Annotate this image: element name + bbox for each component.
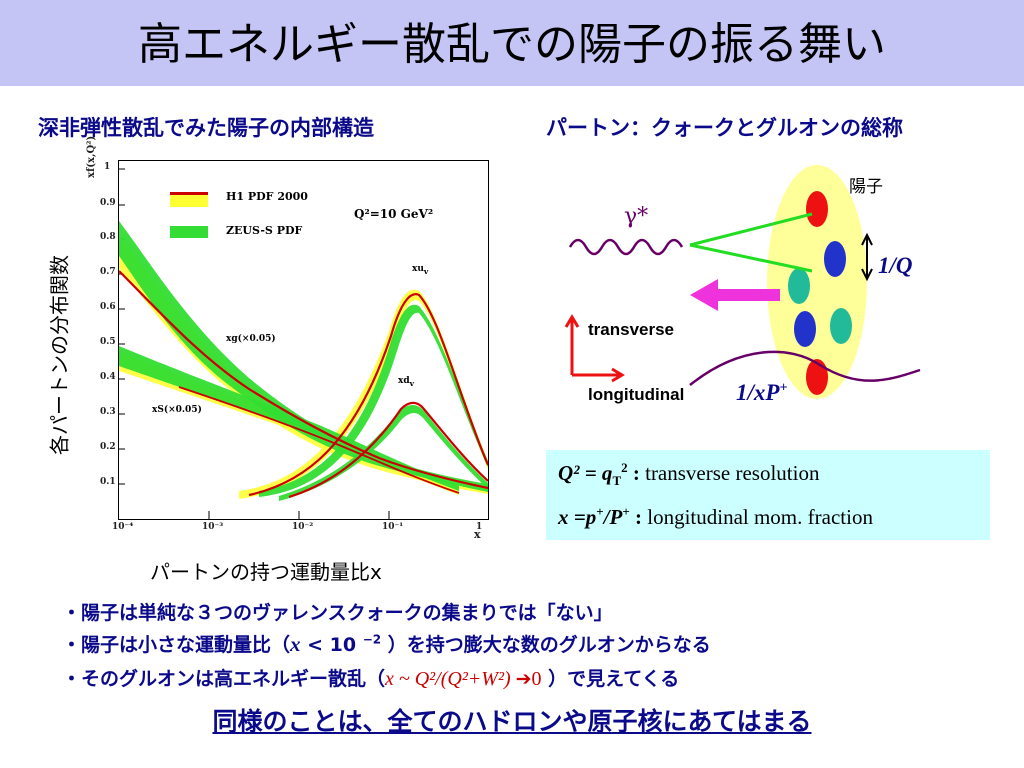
formula2-sep: : [629, 505, 648, 529]
parton-teal [830, 308, 852, 344]
parton-red-bottom [806, 359, 828, 395]
h1-central-sea [178, 386, 460, 494]
x-tick-label: 10⁻⁴ [112, 522, 134, 532]
curve-label-xdv: xdv [398, 376, 414, 388]
formula-line-2: x =p+/P+ : longitudinal mom. fraction [558, 504, 873, 530]
bullet-1: ・陽子は単純な３つのヴァレンスクォークの集まりでは「ない」 [62, 602, 613, 624]
y-tick-label: 0.4 [100, 372, 116, 382]
formula2-rhs: longitudinal mom. fraction [647, 505, 873, 529]
formula-line-1: Q² = qT2 : transverse resolution [558, 460, 819, 489]
plot-xlabel-small: x [474, 528, 481, 541]
axes-arrows [564, 314, 625, 383]
curve-label-xdv-sub: v [409, 378, 415, 388]
bottom-wave [689, 350, 921, 386]
legend-swatch-h1 [170, 192, 208, 207]
proton-diagram [564, 165, 921, 399]
formula1-rhs: transverse resolution [645, 461, 820, 485]
x-tick-label: 10⁻² [292, 522, 314, 532]
h1-central-gluon [118, 270, 489, 490]
bullet-2: ・陽子は小さな運動量比（x < 10 −2 ）を持つ膨大な数のグルオンからなる [62, 630, 711, 657]
bullet3-text-a: ・そのグルオンは高エネルギー散乱（ [62, 668, 386, 690]
bullet2-sup: −2 [362, 632, 382, 647]
photon-wave [568, 238, 684, 256]
scale-label: 1/Q [878, 253, 913, 278]
zeus-band-sea [119, 346, 459, 491]
y-tick-label: 1 [104, 162, 111, 172]
bullet3-text-b: ）で見えてくる [541, 668, 680, 690]
formula2-sup2: + [622, 504, 630, 519]
formula1-sup: 2 [621, 460, 628, 475]
bullet3-expr: x ~ Q²/(Q²+W²) [385, 668, 516, 690]
curve-label-xdv-text: xd [398, 376, 410, 386]
right-heading: パートン：クォークとグルオンの総称 [546, 116, 903, 140]
curve-label-xuv-sub: v [423, 266, 429, 276]
bullet3-zero: 0 [531, 668, 542, 690]
pdf-plot [118, 160, 490, 520]
green-line [689, 243, 813, 273]
y-tick-label: 0.2 [100, 442, 116, 452]
bullet2-text-a: ・陽子は小さな運動量比（ [62, 634, 291, 656]
xp-label-sup: + [779, 380, 788, 396]
photon-label: γ* [624, 204, 649, 229]
legend-h1: H1 PDF 2000 [226, 190, 308, 203]
longitudinal-label: longitudinal [588, 385, 685, 404]
conclusion: 同様のことは、全てのハドロンや原子核にあてはまる [212, 707, 812, 736]
scale-arrow [861, 232, 873, 282]
green-line [689, 212, 813, 247]
title-bar [0, 0, 1024, 86]
h1-central-dv [288, 401, 489, 499]
parton-blue [824, 241, 846, 277]
left-heading: 深非弾性散乱でみた陽子の内部構造 [38, 116, 374, 140]
h1-band-uv [239, 289, 488, 499]
curve-label-xg: xg(×0.05) [226, 334, 276, 344]
curve-label-xuv-text: xu [412, 264, 424, 274]
x-tick-label: 10⁻¹ [382, 522, 404, 532]
q2-label: Q²=10 GeV² [354, 207, 434, 221]
bullet2-x: x [290, 632, 301, 656]
parton-teal [788, 268, 810, 304]
formula2-mid: /P [603, 505, 623, 529]
curve-label-xs: xS(×0.05) [152, 405, 202, 415]
y-tick-label: 0.6 [100, 302, 116, 312]
formula2-sup1: + [596, 504, 604, 519]
transverse-label: transverse [588, 320, 675, 339]
formula1-lhs: Q² = q [558, 461, 613, 485]
legend-zeus: ZEUS-S PDF [226, 224, 303, 237]
x-tick-label: 1 [476, 522, 483, 532]
formula2-lhs: x =p [558, 505, 597, 529]
formula-box: Q² = qT2 : transverse resolution x =p+/P… [546, 450, 990, 540]
bullet2-text-b: < 10 [300, 634, 363, 656]
pdf-plot-svg [118, 168, 490, 519]
y-tick-label: 0.9 [100, 198, 116, 208]
xp-label-text: 1/xP [736, 380, 780, 405]
y-tick-label: 0.5 [100, 337, 116, 347]
bullet2-text-c: ）を持つ膨大な数のグルオンからなる [381, 634, 711, 656]
h1-central-uv [248, 293, 490, 497]
formula1-sub: T [612, 473, 622, 489]
formula1-sep: : [627, 461, 646, 485]
h1-band-gluon [119, 236, 488, 494]
curve-label-xuv: xuv [412, 264, 428, 276]
outgoing-arrow [690, 279, 780, 311]
y-tick-label: 0.3 [100, 407, 116, 417]
plot-ylabel-small: xf(x,Q²) [86, 135, 97, 178]
plot-y-axis-title: 各パートンの分布関数 [47, 255, 72, 455]
zeus-band-gluon [119, 221, 488, 492]
y-tick-label: 0.8 [100, 232, 116, 242]
parton-red-top [806, 191, 828, 227]
plot-x-axis-caption: パートンの持つ運動量比x [150, 560, 382, 584]
x-tick-label: 10⁻³ [202, 522, 224, 532]
bullet-3: ・そのグルオンは高エネルギー散乱（x ~ Q²/(Q²+W²) ➔0 ）で見えて… [62, 664, 679, 691]
parton-blue [794, 311, 816, 347]
xp-label: 1/xP+ [736, 380, 787, 406]
legend-swatch-zeus [170, 226, 208, 238]
slide-title: 高エネルギー散乱での陽子の振る舞い [138, 19, 886, 70]
y-tick-label: 0.1 [100, 477, 116, 487]
zeus-band-uv [259, 304, 488, 497]
y-tick-label: 0.7 [100, 267, 116, 277]
bullet3-arrow: ➔ [515, 668, 532, 690]
plot-ticks [119, 168, 390, 519]
proton-label: 陽子 [849, 177, 883, 197]
